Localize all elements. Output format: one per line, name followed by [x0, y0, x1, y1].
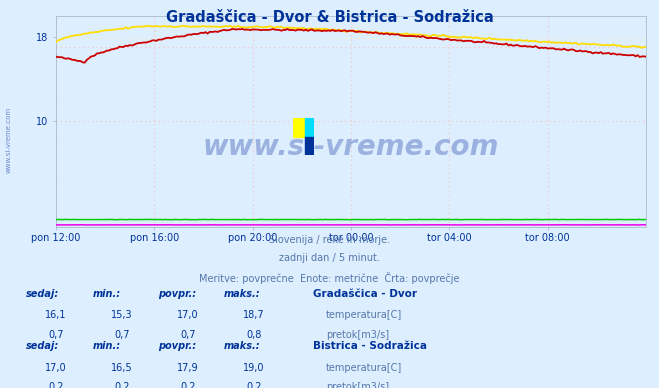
Bar	[293, 118, 305, 137]
Bar	[305, 118, 314, 137]
Text: 16,1: 16,1	[45, 310, 67, 320]
Text: 17,0: 17,0	[45, 363, 67, 373]
Text: 15,3: 15,3	[111, 310, 132, 320]
Text: maks.:: maks.:	[224, 341, 261, 352]
Text: Slovenija / reke in morje.: Slovenija / reke in morje.	[269, 235, 390, 245]
Text: 16,5: 16,5	[111, 363, 132, 373]
Text: povpr.:: povpr.:	[158, 341, 196, 352]
Text: temperatura[C]: temperatura[C]	[326, 310, 403, 320]
Text: www.si-vreme.com: www.si-vreme.com	[203, 133, 499, 161]
Text: pretok[m3/s]: pretok[m3/s]	[326, 330, 389, 340]
Text: Meritve: povprečne  Enote: metrične  Črta: povprečje: Meritve: povprečne Enote: metrične Črta:…	[199, 272, 460, 284]
Text: 0,7: 0,7	[48, 330, 64, 340]
Text: min.:: min.:	[92, 289, 121, 299]
Text: Bistrica - Sodražica: Bistrica - Sodražica	[313, 341, 427, 352]
Text: 17,0: 17,0	[177, 310, 198, 320]
Text: Gradaščica - Dvor: Gradaščica - Dvor	[313, 289, 417, 299]
Text: 17,9: 17,9	[177, 363, 198, 373]
Text: 0,7: 0,7	[180, 330, 196, 340]
Text: 19,0: 19,0	[243, 363, 264, 373]
Text: www.si-vreme.com: www.si-vreme.com	[5, 107, 11, 173]
Text: povpr.:: povpr.:	[158, 289, 196, 299]
Text: 0,7: 0,7	[114, 330, 130, 340]
Text: 0,2: 0,2	[246, 382, 262, 388]
Bar	[305, 137, 314, 155]
Text: sedaj:: sedaj:	[26, 289, 59, 299]
Text: Gradaščica - Dvor & Bistrica - Sodražica: Gradaščica - Dvor & Bistrica - Sodražica	[165, 10, 494, 25]
Text: 0,2: 0,2	[114, 382, 130, 388]
Text: maks.:: maks.:	[224, 289, 261, 299]
Text: temperatura[C]: temperatura[C]	[326, 363, 403, 373]
Text: 0,8: 0,8	[246, 330, 262, 340]
Text: sedaj:: sedaj:	[26, 341, 59, 352]
Text: 0,2: 0,2	[48, 382, 64, 388]
Text: 18,7: 18,7	[243, 310, 264, 320]
Text: zadnji dan / 5 minut.: zadnji dan / 5 minut.	[279, 253, 380, 263]
Text: min.:: min.:	[92, 341, 121, 352]
Text: pretok[m3/s]: pretok[m3/s]	[326, 382, 389, 388]
Text: 0,2: 0,2	[180, 382, 196, 388]
